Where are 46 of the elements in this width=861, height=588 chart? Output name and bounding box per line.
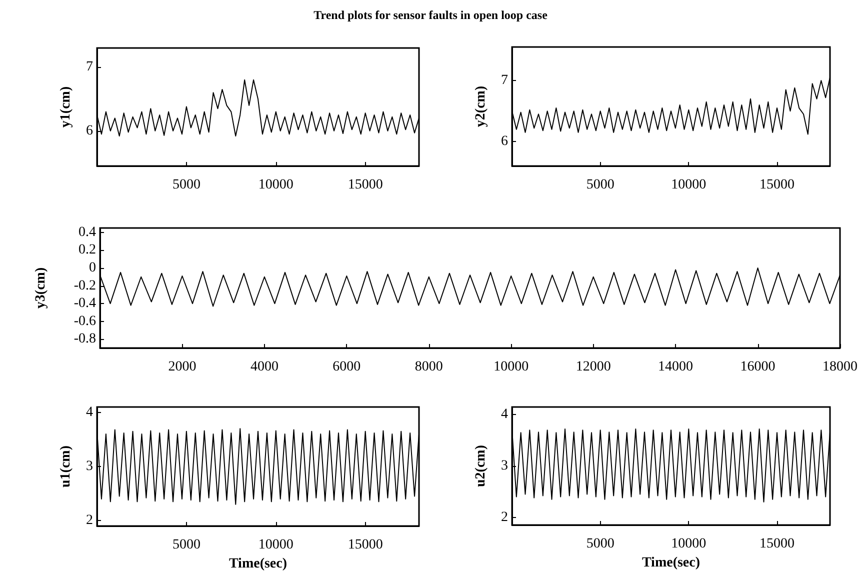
x-tick-label: 15000 [348, 178, 383, 192]
x-tick-label: 10000 [258, 178, 294, 192]
x-tick-label: 16000 [740, 360, 776, 374]
x-tick-label: 18000 [822, 360, 858, 374]
y-tick-label: 0 [89, 260, 96, 276]
y-tick-label: 2 [86, 513, 93, 528]
x-tick-label: 10000 [671, 178, 706, 192]
y-tick-label: 7 [86, 60, 93, 75]
y-tick-label: 6 [501, 134, 508, 150]
y-tick-label: 4 [86, 404, 93, 420]
x-tick-label: 5000 [586, 536, 614, 552]
y-axis-title: y2(cm) [474, 86, 488, 128]
y-tick-label: 0.4 [78, 224, 96, 240]
x-tick-label: 15000 [348, 538, 383, 552]
y-axis-title: y3(cm) [34, 267, 48, 309]
y-axis-title: u2(cm) [474, 444, 488, 487]
x-tick-label: 5000 [586, 178, 614, 192]
y-axis-title: y1(cm) [58, 86, 74, 128]
y-tick-label: 3 [501, 458, 508, 474]
x-tick-label: 5000 [172, 178, 200, 192]
x-tick-label: 10000 [671, 536, 706, 552]
x-tick-label: 8000 [414, 360, 443, 374]
y-tick-label: 0.2 [78, 242, 96, 258]
y-tick-label: 4 [501, 407, 508, 422]
y-tick-label: 2 [501, 510, 508, 525]
y-axis-title: u1(cm) [58, 445, 74, 488]
x-tick-label: 5000 [172, 538, 200, 552]
y-tick-label: 7 [501, 73, 508, 88]
chart-title: Trend plots for sensor faults in open loop case [312, 8, 548, 23]
x-tick-label: 15000 [760, 178, 794, 192]
y-tick-label: -0.6 [74, 314, 96, 329]
x-tick-label: 6000 [332, 360, 361, 374]
x-tick-label: 15000 [760, 536, 794, 552]
x-tick-label: 2000 [168, 360, 196, 374]
x-axis-title: Time(sec) [228, 556, 288, 572]
x-tick-label: 14000 [658, 360, 694, 374]
y-tick-label: 3 [86, 459, 93, 474]
x-tick-label: 12000 [576, 360, 611, 374]
x-tick-label: 10000 [494, 360, 529, 374]
y-tick-label: -0.4 [74, 296, 96, 312]
y-tick-label: 6 [86, 123, 93, 138]
x-tick-label: 4000 [250, 360, 278, 374]
y-tick-label: -0.2 [74, 278, 96, 294]
y-tick-label: -0.8 [74, 332, 96, 347]
x-tick-label: 10000 [258, 538, 294, 552]
x-axis-title: Time(sec) [642, 555, 700, 570]
